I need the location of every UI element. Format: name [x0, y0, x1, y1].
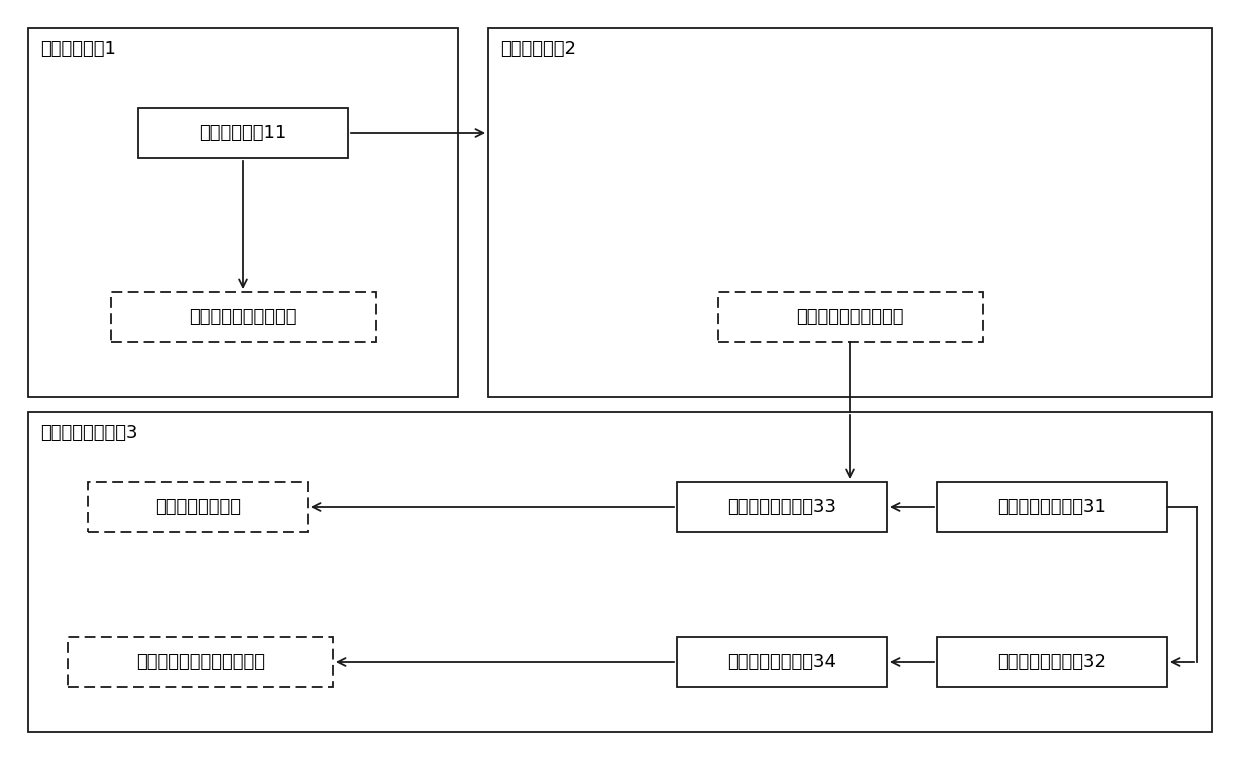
Bar — [110, 292, 376, 342]
Text: 第一门禁查询模块31: 第一门禁查询模块31 — [997, 498, 1106, 516]
Bar — [68, 637, 334, 687]
Bar — [677, 637, 887, 687]
Text: 图像采集设备11: 图像采集设备11 — [200, 124, 286, 142]
Text: 门禁管理单元2: 门禁管理单元2 — [500, 40, 577, 58]
Bar — [489, 28, 1211, 397]
Text: 生成门禁异常警告: 生成门禁异常警告 — [155, 498, 241, 516]
Bar — [88, 482, 308, 532]
Bar — [677, 482, 887, 532]
Bar — [29, 28, 458, 397]
Text: 生成第一门禁使用记录: 生成第一门禁使用记录 — [190, 308, 296, 326]
Text: 获取门禁使用者的位置信息: 获取门禁使用者的位置信息 — [136, 653, 265, 671]
Bar — [937, 637, 1167, 687]
Bar — [718, 292, 982, 342]
Bar — [937, 482, 1167, 532]
Text: 异常警告定位模块34: 异常警告定位模块34 — [728, 653, 837, 671]
Text: 第二门禁查询模块32: 第二门禁查询模块32 — [997, 653, 1106, 671]
Text: 人脸管理单元1: 人脸管理单元1 — [40, 40, 115, 58]
Bar — [138, 108, 348, 158]
Text: 异常警告识别模块33: 异常警告识别模块33 — [728, 498, 837, 516]
Text: 生成第二门禁使用记录: 生成第二门禁使用记录 — [796, 308, 904, 326]
Text: 异常识别定位单元3: 异常识别定位单元3 — [40, 424, 138, 442]
Bar — [29, 412, 1211, 732]
